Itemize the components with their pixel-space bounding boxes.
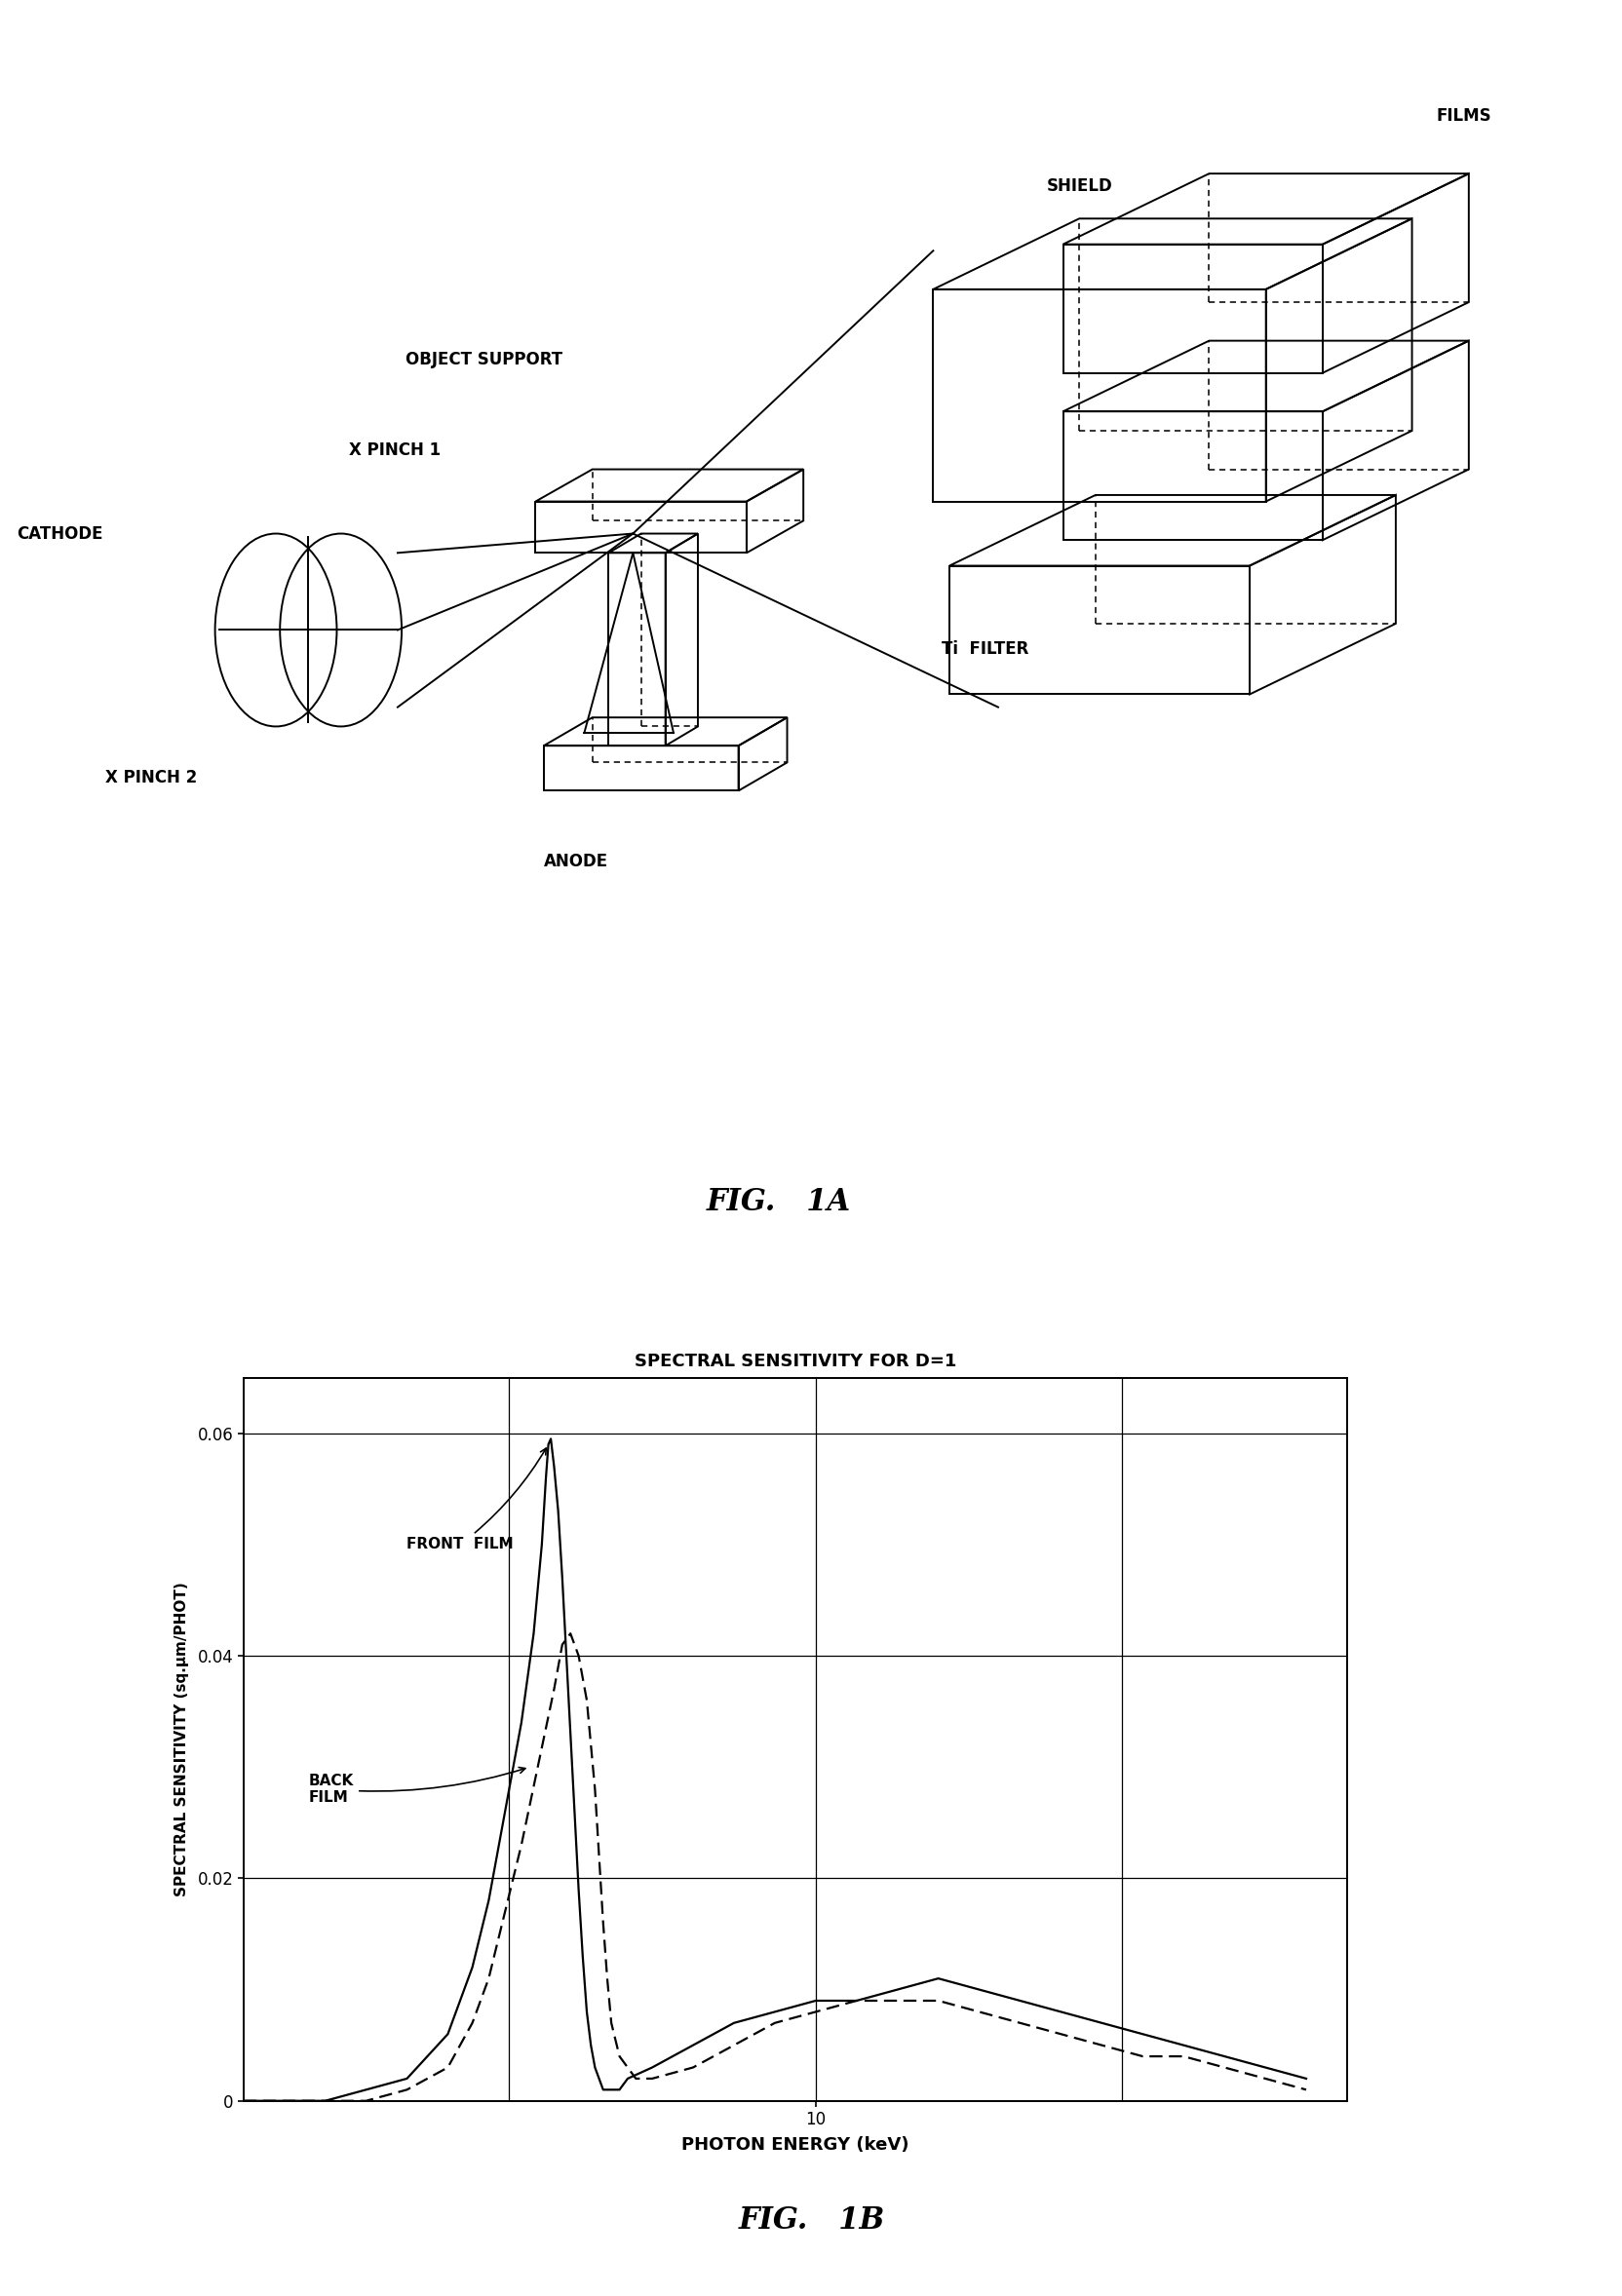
Text: OBJECT SUPPORT: OBJECT SUPPORT [406,351,563,370]
Text: FRONT  FILM: FRONT FILM [407,1449,545,1552]
X-axis label: PHOTON ENERGY (keV): PHOTON ENERGY (keV) [681,2138,908,2154]
Text: CATHODE: CATHODE [16,526,102,542]
Text: BACK
FILM: BACK FILM [308,1768,526,1805]
Text: FILMS: FILMS [1435,108,1491,124]
Text: Ti  FILTER: Ti FILTER [941,641,1028,659]
Text: FIG.   1A: FIG. 1A [707,1187,850,1217]
Y-axis label: SPECTRAL SENSITIVITY (sq.μm/PHOT): SPECTRAL SENSITIVITY (sq.μm/PHOT) [175,1582,190,1896]
Text: FIG.   1B: FIG. 1B [738,2204,884,2236]
Text: X PINCH 2: X PINCH 2 [105,769,198,788]
Title: SPECTRAL SENSITIVITY FOR D=1: SPECTRAL SENSITIVITY FOR D=1 [634,1352,955,1371]
Text: SHIELD: SHIELD [1046,177,1113,195]
Text: X PINCH 1: X PINCH 1 [349,441,441,459]
Text: ANODE: ANODE [543,852,608,870]
